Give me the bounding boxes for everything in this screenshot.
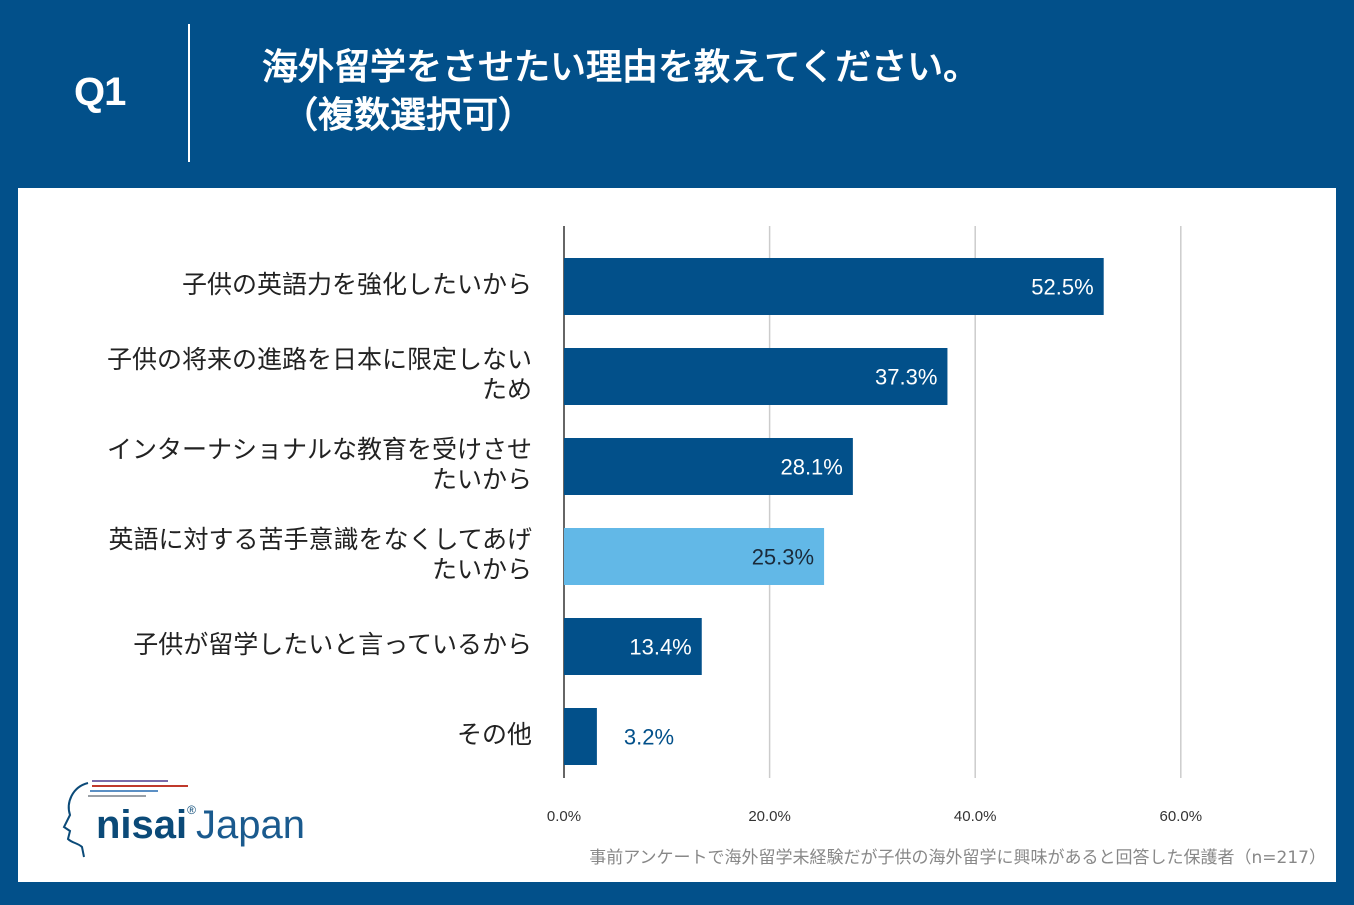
category-label-3-line-0: 英語に対する苦手意識をなくしてあげ <box>108 524 532 554</box>
logo-head-icon <box>62 780 188 858</box>
bar-5 <box>564 708 597 765</box>
value-label-4: 13.4% <box>629 635 691 660</box>
header: Q1 海外留学をさせたい理由を教えてください。 （複数選択可） <box>0 0 1354 188</box>
x-tick-label-1: 20.0% <box>748 808 791 825</box>
bar-0 <box>564 258 1104 315</box>
category-label-4: 子供が留学したいと言っているから <box>133 630 532 660</box>
logo-brand: nisai <box>96 803 188 847</box>
category-label-3-line-1: たいから <box>431 554 532 584</box>
logo-wordmark: nisai®Japan <box>96 803 305 848</box>
question-title: 海外留学をさせたい理由を教えてください。 （複数選択可） <box>262 44 979 140</box>
bar-2 <box>564 438 853 495</box>
category-label-5: その他 <box>457 720 532 750</box>
x-tick-label-3: 60.0% <box>1160 808 1203 825</box>
category-label-0: 子供の英語力を強化したいから <box>182 270 532 300</box>
footnote: 事前アンケートで海外留学未経験だが子供の海外留学に興味があると回答した保護者（n… <box>589 848 1326 868</box>
value-label-2: 28.1% <box>780 455 842 480</box>
question-title-line2: （複数選択可） <box>282 95 535 136</box>
category-label-4-line-0: 子供が留学したいと言っているから <box>133 629 532 659</box>
header-divider <box>188 24 190 162</box>
category-label-2-line-1: たいから <box>431 464 532 494</box>
bar-4 <box>564 618 702 675</box>
value-label-0: 52.5% <box>1031 275 1093 300</box>
x-tick-label-0: 0.0% <box>547 808 581 825</box>
logo-registered-mark: ® <box>187 803 196 817</box>
nisai-japan-logo: nisai®Japan <box>58 773 358 863</box>
category-label-1-line-0: 子供の将来の進路を日本に限定しない <box>106 344 532 374</box>
value-label-5: 3.2% <box>624 725 674 750</box>
logo-brand-japan: Japan <box>196 803 305 847</box>
chart-panel: 0.0% 20.0% 40.0% 60.0% 52.5% 37.3% 28.1% 25.3% 1… <box>18 188 1336 882</box>
category-label-1-line-1: ため <box>481 374 532 404</box>
value-label-3: 25.3% <box>752 545 814 570</box>
category-label-5-line-0: その他 <box>456 719 532 749</box>
bar-3 <box>564 528 825 585</box>
category-label-2: インターナショナルな教育を受けさせ たいから <box>107 435 532 495</box>
bar-chart: 0.0% 20.0% 40.0% 60.0% 52.5% 37.3% 28.1% 25.3% 1… <box>547 226 1203 825</box>
category-label-2-line-0: インターナショナルな教育を受けさせ <box>106 434 532 464</box>
category-label-1: 子供の将来の進路を日本に限定しない ため <box>107 345 532 405</box>
x-tick-label-2: 40.0% <box>954 808 997 825</box>
bar-1 <box>564 348 948 405</box>
question-number: Q1 <box>74 70 126 114</box>
value-label-1: 37.3% <box>875 365 937 390</box>
category-label-3: 英語に対する苦手意識をなくしてあげ たいから <box>108 525 532 585</box>
category-label-0-line-0: 子供の英語力を強化したいから <box>181 269 532 299</box>
question-title-line1: 海外留学をさせたい理由を教えてください。 <box>262 47 980 88</box>
